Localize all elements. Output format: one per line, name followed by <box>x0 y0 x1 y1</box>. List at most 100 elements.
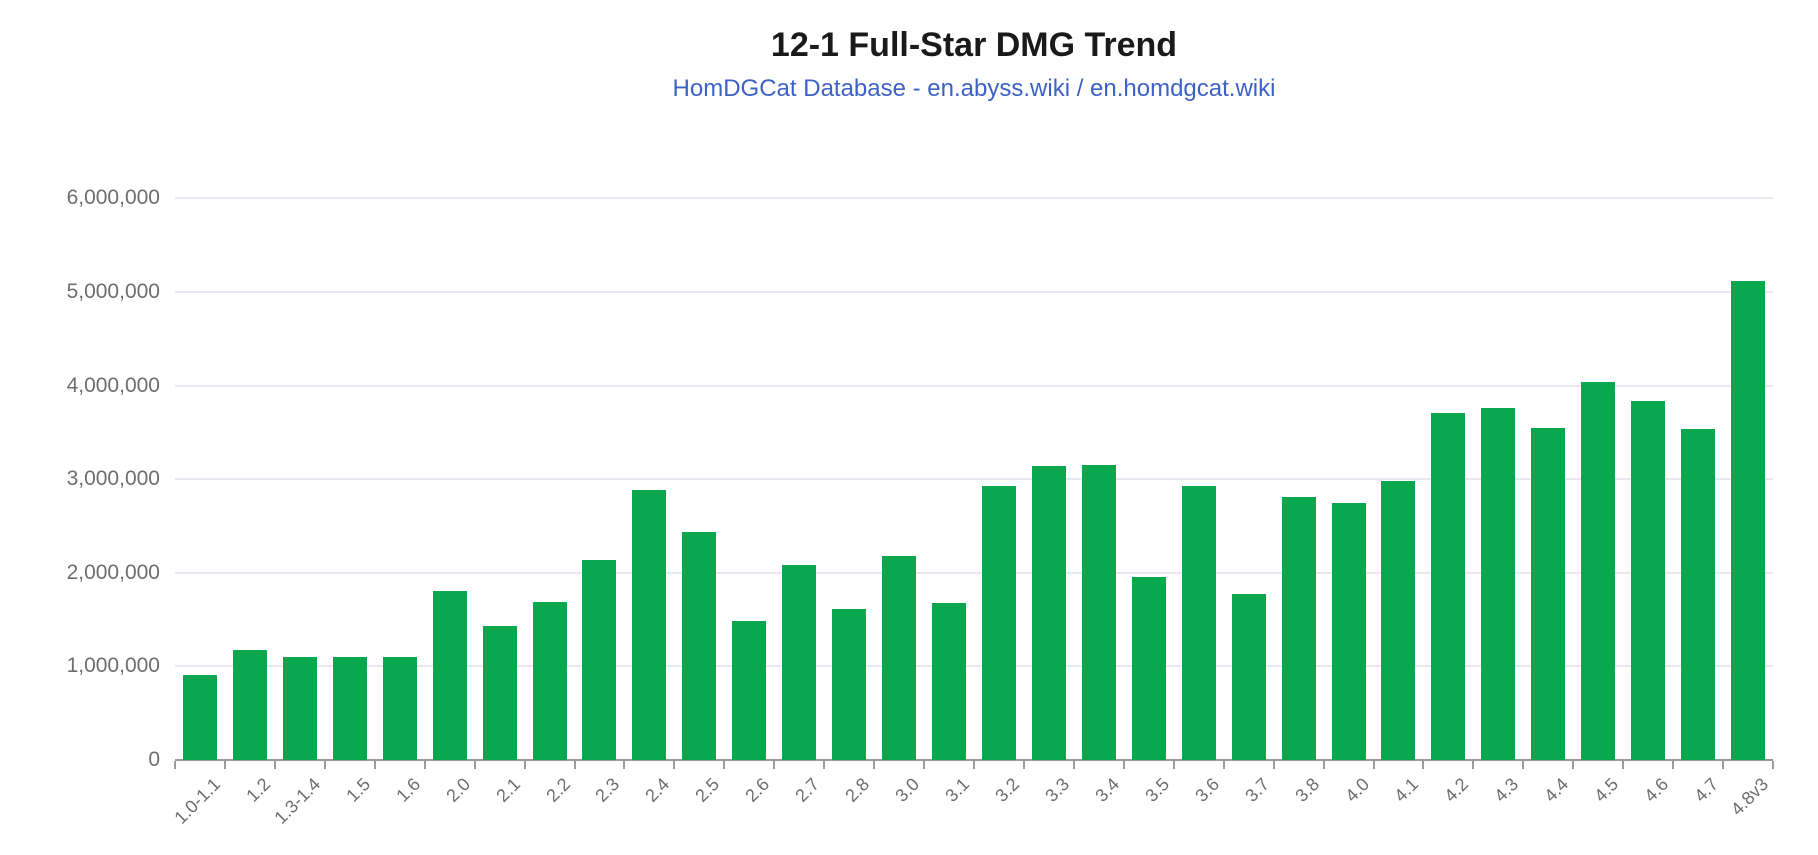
x-axis-label: 3.6 <box>1191 774 1223 806</box>
gridline <box>175 478 1773 481</box>
bar-4.0[interactable] <box>1332 503 1366 760</box>
bar-4.7[interactable] <box>1681 429 1715 760</box>
x-axis-label: 4.6 <box>1640 774 1673 806</box>
y-axis-label: 1,000,000 <box>66 654 160 678</box>
bar-3.0[interactable] <box>882 556 916 760</box>
x-axis-label: 4.1 <box>1390 774 1423 806</box>
x-axis-label: 1.0-1.1 <box>170 774 225 828</box>
x-axis-tick <box>973 761 975 769</box>
bar-1.5[interactable] <box>333 657 367 760</box>
y-axis-label: 4,000,000 <box>66 373 160 397</box>
x-axis-label: 2.5 <box>691 774 724 806</box>
bar-4.5[interactable] <box>1581 382 1615 760</box>
bar-2.1[interactable] <box>483 626 517 760</box>
x-axis-tick <box>174 761 176 769</box>
bar-2.7[interactable] <box>782 565 816 760</box>
x-axis-tick <box>224 761 226 769</box>
y-axis-label: 3,000,000 <box>66 467 160 491</box>
x-axis-tick <box>1622 761 1624 769</box>
bar-2.3[interactable] <box>582 560 616 760</box>
x-axis-tick <box>524 761 526 769</box>
bar-1.3-1.4[interactable] <box>283 657 317 760</box>
bar-3.8[interactable] <box>1282 497 1316 760</box>
bar-4.1[interactable] <box>1381 481 1415 760</box>
x-axis-tick <box>274 761 276 769</box>
y-axis-label: 2,000,000 <box>66 560 160 584</box>
bar-2.6[interactable] <box>732 621 766 760</box>
gridline <box>175 197 1773 200</box>
x-axis-tick <box>424 761 426 769</box>
x-axis-label: 2.2 <box>541 774 574 806</box>
x-axis-tick <box>1223 761 1225 769</box>
bar-4.6[interactable] <box>1631 401 1665 760</box>
x-axis-label: 2.6 <box>741 774 774 806</box>
x-axis-label: 2.0 <box>441 774 474 806</box>
x-axis-label: 3.5 <box>1141 774 1173 806</box>
x-axis-tick <box>574 761 576 769</box>
bar-2.0[interactable] <box>433 591 467 760</box>
x-axis-label: 1.5 <box>342 774 374 806</box>
x-axis-label: 2.4 <box>641 774 674 806</box>
x-axis-tick <box>623 761 625 769</box>
x-axis-tick <box>1722 761 1724 769</box>
bar-3.1[interactable] <box>932 603 966 760</box>
bar-1.2[interactable] <box>233 650 267 760</box>
bar-3.5[interactable] <box>1132 577 1166 760</box>
x-axis-label: 1.3-1.4 <box>270 774 324 828</box>
x-axis-tick <box>1522 761 1524 769</box>
x-axis-label: 4.3 <box>1490 774 1523 806</box>
x-axis-tick <box>1123 761 1125 769</box>
x-axis-label: 4.8v3 <box>1726 774 1773 820</box>
bar-4.4[interactable] <box>1531 428 1565 760</box>
x-axis-label: 4.7 <box>1690 774 1723 806</box>
x-axis-label: 1.2 <box>242 774 275 806</box>
x-axis-label: 2.7 <box>791 774 824 806</box>
bar-3.3[interactable] <box>1032 466 1066 760</box>
x-axis-tick <box>1472 761 1474 769</box>
x-axis-label: 4.4 <box>1540 774 1573 806</box>
x-axis-tick <box>1672 761 1674 769</box>
gridline <box>175 291 1773 293</box>
chart-subtitle: HomDGCat Database - en.abyss.wiki / en.h… <box>672 75 1276 102</box>
x-axis-label: 1.6 <box>392 774 424 806</box>
bar-2.2[interactable] <box>533 602 567 760</box>
bar-4.8v3[interactable] <box>1731 281 1765 760</box>
bar-3.2[interactable] <box>982 486 1016 760</box>
x-axis-tick <box>1422 761 1424 769</box>
x-axis-tick <box>673 761 675 769</box>
bar-2.8[interactable] <box>832 609 866 760</box>
x-axis-tick <box>1572 761 1574 769</box>
bar-1.6[interactable] <box>383 657 417 760</box>
gridline <box>175 384 1773 387</box>
x-axis-tick <box>1023 761 1025 769</box>
x-axis-label: 3.3 <box>1041 774 1074 806</box>
bar-1.0-1.1[interactable] <box>183 675 217 760</box>
x-axis-label: 3.2 <box>991 774 1024 806</box>
bar-3.4[interactable] <box>1082 465 1116 760</box>
bar-4.3[interactable] <box>1481 408 1515 760</box>
x-axis-tick <box>1173 761 1175 769</box>
bar-3.6[interactable] <box>1182 486 1216 760</box>
x-axis-tick <box>1273 761 1275 769</box>
x-axis-label: 3.8 <box>1290 774 1323 806</box>
y-axis-label: 6,000,000 <box>66 186 160 210</box>
bar-4.2[interactable] <box>1431 413 1465 760</box>
bar-2.4[interactable] <box>632 490 666 760</box>
x-axis-label: 4.5 <box>1590 774 1623 806</box>
x-axis-tick <box>923 761 925 769</box>
gridline <box>175 665 1773 668</box>
y-axis-label: 5,000,000 <box>66 280 160 303</box>
x-axis-tick <box>1323 761 1325 769</box>
x-axis-tick <box>1073 761 1075 769</box>
x-axis-label: 3.1 <box>941 774 974 806</box>
bar-2.5[interactable] <box>682 532 716 760</box>
x-axis-label: 3.0 <box>891 774 924 806</box>
x-axis-label: 3.7 <box>1240 774 1273 806</box>
bar-3.7[interactable] <box>1232 594 1266 760</box>
gridline <box>175 571 1773 574</box>
x-axis-tick <box>474 761 476 769</box>
x-axis-tick <box>1772 761 1774 769</box>
x-axis-tick <box>873 761 875 769</box>
x-axis-label: 3.4 <box>1091 774 1123 806</box>
x-axis-label: 4.0 <box>1340 774 1373 806</box>
